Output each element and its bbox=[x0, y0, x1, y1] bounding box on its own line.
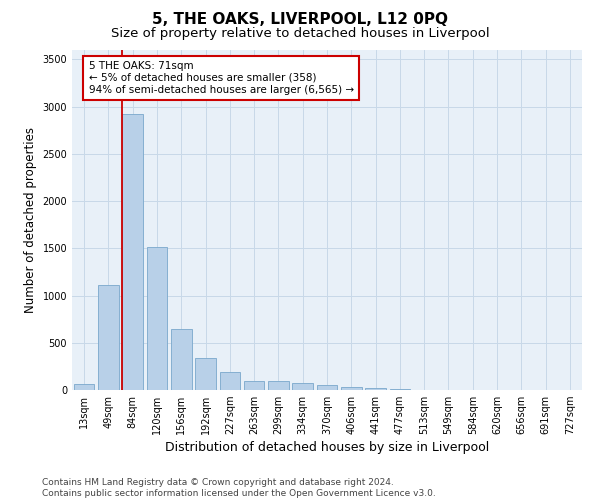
Bar bbox=[220, 372, 240, 390]
Bar bbox=[98, 285, 119, 390]
Bar bbox=[317, 386, 337, 390]
X-axis label: Distribution of detached houses by size in Liverpool: Distribution of detached houses by size … bbox=[165, 442, 489, 454]
Bar bbox=[341, 387, 362, 390]
Bar bbox=[365, 388, 386, 390]
Bar bbox=[195, 358, 216, 390]
Text: 5 THE OAKS: 71sqm
← 5% of detached houses are smaller (358)
94% of semi-detached: 5 THE OAKS: 71sqm ← 5% of detached house… bbox=[89, 62, 353, 94]
Text: 5, THE OAKS, LIVERPOOL, L12 0PQ: 5, THE OAKS, LIVERPOOL, L12 0PQ bbox=[152, 12, 448, 28]
Y-axis label: Number of detached properties: Number of detached properties bbox=[24, 127, 37, 313]
Bar bbox=[389, 389, 410, 390]
Text: Size of property relative to detached houses in Liverpool: Size of property relative to detached ho… bbox=[110, 28, 490, 40]
Bar bbox=[171, 328, 191, 390]
Bar bbox=[244, 380, 265, 390]
Bar bbox=[292, 384, 313, 390]
Bar bbox=[122, 114, 143, 390]
Bar bbox=[268, 381, 289, 390]
Bar bbox=[74, 384, 94, 390]
Text: Contains HM Land Registry data © Crown copyright and database right 2024.
Contai: Contains HM Land Registry data © Crown c… bbox=[42, 478, 436, 498]
Bar bbox=[146, 248, 167, 390]
